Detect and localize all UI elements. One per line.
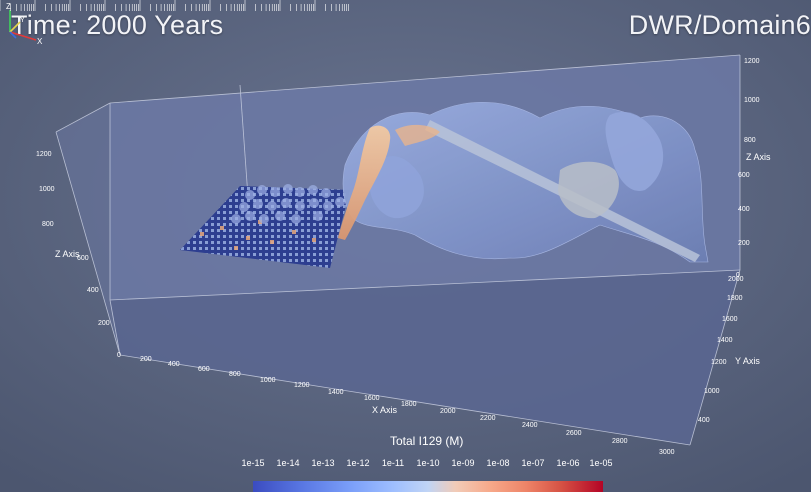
x-tick: 1200 bbox=[294, 382, 310, 389]
z-tick-left: 200 bbox=[98, 320, 110, 327]
z-axis-title-left: Z Axis bbox=[55, 249, 80, 259]
concentration-grid-surface bbox=[180, 186, 350, 268]
y-tick: 2000 bbox=[728, 276, 744, 283]
scalar-bar-label: 1e-15 bbox=[241, 458, 265, 468]
x-tick: 600 bbox=[198, 366, 210, 373]
plume-lobe-right bbox=[605, 111, 664, 191]
z-axis-left: 1200 1000 800 600 400 200 Z Axis bbox=[36, 151, 110, 327]
plume-gray-core bbox=[558, 161, 619, 219]
domain-box-floor bbox=[110, 270, 740, 445]
z-tick-left: 800 bbox=[42, 221, 54, 228]
z-tick-right: 400 bbox=[738, 206, 750, 213]
domain-box-left-face bbox=[56, 103, 120, 355]
x-tick: 2400 bbox=[522, 422, 538, 429]
scalar-bar-label: 1e-13 bbox=[311, 458, 335, 468]
x-tick: 0 bbox=[117, 352, 121, 359]
scalar-bar-label: 1e-05 bbox=[589, 458, 613, 468]
domain-box-edges bbox=[55, 54, 741, 446]
scalar-bar-labels: 1e-15 1e-14 1e-13 1e-12 1e-11 1e-10 1e-0… bbox=[228, 458, 613, 470]
x-tick: 1800 bbox=[401, 401, 417, 408]
z-axis-right: 1200 1000 800 600 400 200 0 Z Axis bbox=[736, 58, 771, 279]
x-tick: 1000 bbox=[260, 377, 276, 384]
scalar-bar-color-legend[interactable] bbox=[253, 481, 603, 492]
x-tick: 1400 bbox=[328, 389, 344, 396]
scalar-bar-title: Total I129 (M) bbox=[390, 434, 464, 448]
y-tick: 1200 bbox=[711, 359, 727, 366]
z-tick-left: 400 bbox=[87, 287, 99, 294]
y-tick: 1800 bbox=[727, 295, 743, 302]
y-axis-title: Y Axis bbox=[735, 356, 760, 366]
x-axis-title: X Axis bbox=[372, 405, 398, 415]
orientation-y-axis-icon bbox=[9, 21, 21, 33]
grid-blob-texture bbox=[231, 184, 345, 224]
orientation-x-axis-icon bbox=[9, 31, 37, 41]
orientation-y-label: Y bbox=[20, 17, 25, 24]
z-tick-right: 200 bbox=[738, 240, 750, 247]
orientation-axes-widget: Z Y X bbox=[6, 2, 43, 46]
z-tick-right: 1200 bbox=[744, 58, 760, 65]
high-concentration-ridge bbox=[395, 124, 440, 146]
x-tick: 1600 bbox=[364, 395, 380, 402]
z-tick-right: 800 bbox=[744, 137, 756, 144]
scalar-bar-label: 1e-09 bbox=[451, 458, 475, 468]
x-tick: 3000 bbox=[659, 449, 675, 456]
scalar-bar-label: 1e-07 bbox=[521, 458, 545, 468]
z-tick-left: 1000 bbox=[39, 186, 55, 193]
x-tick: 400 bbox=[168, 361, 180, 368]
domain-annotation: DWR/Domain6 bbox=[628, 10, 811, 40]
x-tick: 800 bbox=[229, 371, 241, 378]
scalar-bar-label: 1e-12 bbox=[346, 458, 370, 468]
plume-lobe-left bbox=[369, 155, 424, 219]
orientation-x-label: X bbox=[37, 37, 43, 46]
x-tick: 2200 bbox=[480, 415, 496, 422]
scalar-bar-label: 1e-10 bbox=[416, 458, 440, 468]
y-tick: 1600 bbox=[722, 316, 738, 323]
z-axis-title-right: Z Axis bbox=[746, 152, 771, 162]
scalar-bar-label: 1e-14 bbox=[276, 458, 300, 468]
orientation-z-label: Z bbox=[6, 2, 11, 11]
y-tick: 400 bbox=[698, 417, 710, 424]
high-concentration-column bbox=[338, 125, 391, 240]
y-axis: 2000 1800 1600 1400 1200 1000 400 Y Axis bbox=[698, 276, 760, 424]
scalar-bar-label: 1e-06 bbox=[556, 458, 580, 468]
z-tick-right: 0 bbox=[736, 272, 740, 279]
x-tick: 200 bbox=[140, 356, 152, 363]
x-tick: 2800 bbox=[612, 438, 628, 445]
scalar-bar-ticks bbox=[0, 0, 349, 11]
y-tick: 1000 bbox=[704, 388, 720, 395]
z-tick-left: 1200 bbox=[36, 151, 52, 158]
z-tick-right: 600 bbox=[738, 172, 750, 179]
y-tick: 1400 bbox=[717, 337, 733, 344]
time-annotation: Time: 2000 Years bbox=[11, 10, 224, 40]
x-tick: 2000 bbox=[440, 408, 456, 415]
z-tick-right: 1000 bbox=[744, 97, 760, 104]
x-axis: 0 200 400 600 800 1000 1200 1400 1600 18… bbox=[117, 352, 675, 456]
scalar-bar-label: 1e-08 bbox=[486, 458, 510, 468]
x-tick: 2600 bbox=[566, 430, 582, 437]
z-tick-left: 600 bbox=[77, 255, 89, 262]
scalar-bar-label: 1e-11 bbox=[381, 458, 405, 468]
